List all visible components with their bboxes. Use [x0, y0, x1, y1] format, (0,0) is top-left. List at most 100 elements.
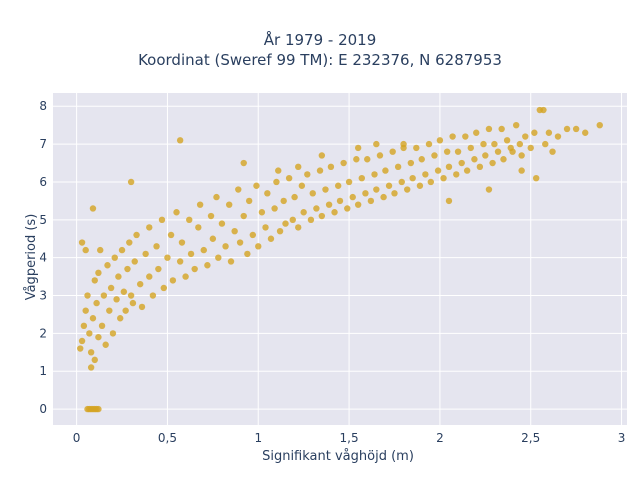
data-point — [149, 292, 157, 299]
x-tick-label: 1,5 — [340, 431, 359, 445]
data-point — [146, 224, 153, 231]
y-tick-label: 4 — [39, 251, 47, 265]
y-tick-label: 2 — [39, 326, 47, 340]
data-point — [391, 190, 398, 197]
data-point — [253, 182, 260, 189]
data-point — [416, 182, 424, 189]
data-point — [289, 216, 296, 224]
data-point — [86, 330, 93, 337]
grid — [53, 93, 627, 425]
data-point — [322, 186, 329, 193]
data-point — [280, 197, 287, 205]
y-tick-label: 0 — [39, 402, 47, 416]
data-point — [380, 193, 387, 201]
data-point — [331, 209, 338, 216]
data-point — [115, 273, 122, 280]
data-point — [222, 243, 229, 250]
data-point — [264, 190, 271, 197]
x-tick-label: 2,5 — [521, 431, 540, 445]
scatter-points — [77, 106, 603, 413]
data-point — [126, 239, 133, 246]
data-point — [213, 193, 220, 201]
data-point — [316, 167, 324, 174]
data-point — [449, 133, 456, 140]
data-point — [104, 262, 111, 269]
data-point — [367, 197, 375, 205]
data-point — [582, 129, 589, 136]
data-point — [295, 163, 302, 171]
data-point — [245, 197, 253, 205]
data-point — [95, 269, 102, 277]
y-tick-label: 6 — [39, 175, 47, 189]
data-point — [394, 163, 402, 171]
y-tick-label: 5 — [39, 213, 47, 227]
data-point — [187, 250, 195, 258]
data-point — [255, 243, 262, 250]
data-point — [473, 129, 480, 136]
plot-background — [53, 93, 627, 425]
x-tick-label: 0 — [73, 431, 81, 445]
data-point — [376, 152, 384, 159]
data-point — [196, 201, 204, 208]
data-point — [89, 205, 97, 212]
data-point — [531, 129, 538, 136]
data-point — [340, 159, 347, 167]
x-tick-label: 2 — [436, 431, 444, 445]
data-point — [78, 239, 86, 246]
data-point — [207, 212, 215, 220]
data-point — [240, 212, 247, 220]
data-point — [82, 246, 89, 254]
data-point — [503, 137, 511, 144]
data-point — [95, 405, 102, 413]
data-point — [358, 174, 365, 182]
data-point — [509, 148, 516, 155]
data-point — [186, 216, 193, 224]
data-point — [160, 284, 168, 292]
data-point — [373, 140, 380, 148]
data-point — [215, 254, 222, 261]
data-point — [120, 288, 128, 295]
data-point — [304, 171, 311, 178]
data-point — [542, 140, 549, 148]
data-point — [204, 262, 211, 269]
data-point — [167, 231, 175, 239]
data-point — [364, 156, 371, 163]
data-point — [176, 137, 184, 144]
data-point — [285, 174, 293, 182]
data-point — [82, 307, 89, 314]
y-axis-title: Vågperiod (s) — [24, 213, 39, 301]
data-point — [382, 167, 389, 174]
data-point — [275, 167, 282, 174]
data-point — [107, 284, 115, 292]
data-point — [133, 231, 140, 239]
data-point — [117, 315, 124, 322]
data-point — [572, 125, 580, 133]
data-point — [276, 227, 284, 235]
data-point — [458, 159, 465, 167]
data-point — [325, 201, 333, 208]
data-point — [354, 201, 362, 208]
data-point — [262, 224, 269, 231]
data-point — [362, 190, 369, 197]
data-point — [532, 174, 540, 182]
data-point — [596, 121, 603, 129]
data-point — [225, 201, 233, 208]
data-point — [218, 220, 226, 227]
y-tick-label: 7 — [39, 137, 47, 151]
data-point — [282, 220, 289, 227]
data-point — [422, 171, 429, 178]
data-point — [129, 299, 137, 307]
data-point — [84, 292, 91, 299]
data-point — [334, 182, 342, 189]
data-point — [344, 205, 351, 212]
data-point — [425, 140, 433, 148]
data-point — [295, 224, 302, 231]
data-point — [138, 303, 146, 311]
chart-title: År 1979 - 2019 — [263, 31, 377, 49]
data-point — [307, 216, 315, 224]
data-point — [485, 125, 493, 133]
data-point — [498, 125, 505, 133]
data-point — [485, 186, 493, 193]
